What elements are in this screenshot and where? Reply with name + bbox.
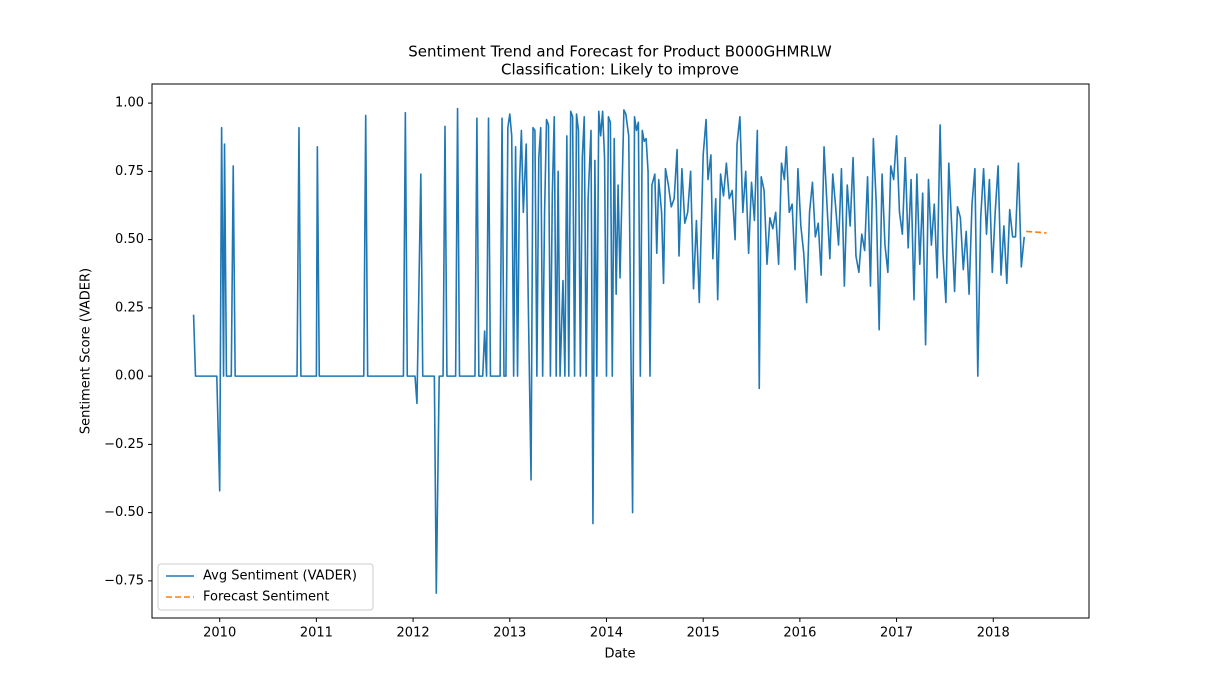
x-tick-label: 2012 xyxy=(397,626,430,641)
chart-title: Sentiment Trend and Forecast for Product… xyxy=(408,43,832,61)
x-tick-label: 2015 xyxy=(687,626,720,641)
x-tick-label: 2013 xyxy=(493,626,526,641)
y-tick-label: 0.00 xyxy=(115,369,144,384)
y-axis-label: Sentiment Score (VADER) xyxy=(79,268,94,434)
y-tick-label: 1.00 xyxy=(115,96,144,111)
line-series xyxy=(1026,230,1047,234)
plot-frame xyxy=(151,83,1090,619)
x-tick-label: 2017 xyxy=(880,626,913,641)
y-tick-label: −0.25 xyxy=(104,437,144,452)
x-axis-label: Date xyxy=(604,647,635,662)
x-tick-label: 2014 xyxy=(590,626,623,641)
legend-label: Forecast Sentiment xyxy=(203,590,329,605)
x-tick-label: 2016 xyxy=(783,626,816,641)
x-tick-label: 2011 xyxy=(300,626,333,641)
x-tick-label: 2010 xyxy=(203,626,236,641)
line-series xyxy=(192,107,1026,594)
x-tick-label: 2018 xyxy=(977,626,1010,641)
chart-subtitle: Classification: Likely to improve xyxy=(501,61,739,79)
y-tick-label: 0.75 xyxy=(115,164,144,179)
y-tick-label: 0.50 xyxy=(115,232,144,247)
legend-label: Avg Sentiment (VADER) xyxy=(203,569,357,584)
y-tick-label: 0.25 xyxy=(115,300,144,315)
y-tick-label: −0.75 xyxy=(104,573,144,588)
y-tick-label: −0.50 xyxy=(104,505,144,520)
legend-box xyxy=(157,563,374,611)
